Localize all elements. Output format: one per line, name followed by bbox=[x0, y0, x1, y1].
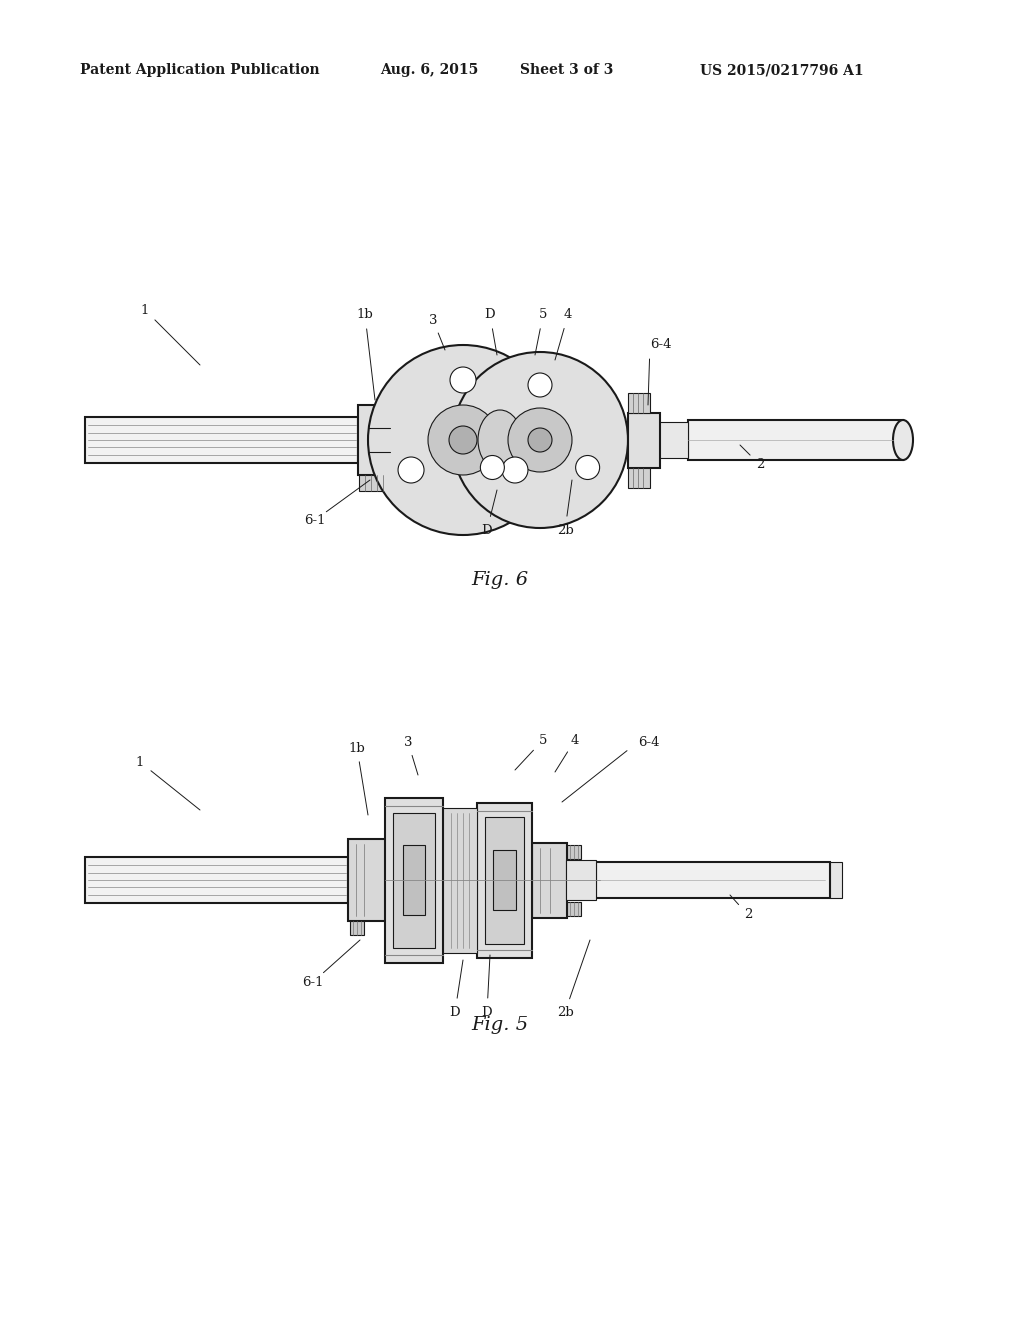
Bar bbox=[485, 817, 524, 944]
Ellipse shape bbox=[528, 374, 552, 397]
Bar bbox=[493, 850, 516, 909]
Text: 6-4: 6-4 bbox=[650, 338, 672, 351]
Text: 2: 2 bbox=[743, 908, 753, 921]
Bar bbox=[628, 412, 660, 467]
Ellipse shape bbox=[368, 345, 558, 535]
Bar bbox=[358, 405, 390, 475]
Ellipse shape bbox=[449, 426, 477, 454]
Bar bbox=[359, 475, 389, 491]
Text: 6-4: 6-4 bbox=[638, 735, 659, 748]
Bar bbox=[567, 902, 581, 916]
Ellipse shape bbox=[450, 367, 476, 393]
Bar bbox=[348, 840, 386, 921]
Text: Aug. 6, 2015: Aug. 6, 2015 bbox=[380, 63, 478, 77]
Ellipse shape bbox=[428, 405, 498, 475]
Text: US 2015/0217796 A1: US 2015/0217796 A1 bbox=[700, 63, 863, 77]
Bar bbox=[532, 842, 567, 917]
Text: 1b: 1b bbox=[348, 742, 366, 755]
Ellipse shape bbox=[502, 457, 528, 483]
Bar bbox=[393, 813, 435, 948]
Text: 5: 5 bbox=[539, 309, 547, 322]
Text: 2: 2 bbox=[756, 458, 764, 471]
Bar bbox=[830, 862, 842, 898]
Text: 6-1: 6-1 bbox=[302, 975, 324, 989]
Text: Fig. 6: Fig. 6 bbox=[471, 572, 528, 589]
Text: 4: 4 bbox=[570, 734, 580, 747]
Ellipse shape bbox=[478, 411, 522, 470]
Bar bbox=[477, 803, 532, 957]
Text: 4: 4 bbox=[564, 309, 572, 322]
Bar bbox=[443, 808, 477, 953]
Text: D: D bbox=[481, 1006, 493, 1019]
Bar bbox=[658, 422, 688, 458]
Text: 1: 1 bbox=[136, 755, 144, 768]
Bar bbox=[350, 921, 364, 935]
Text: Fig. 5: Fig. 5 bbox=[471, 1016, 528, 1034]
Ellipse shape bbox=[528, 428, 552, 451]
Ellipse shape bbox=[893, 420, 913, 459]
Ellipse shape bbox=[398, 457, 424, 483]
Bar bbox=[567, 845, 581, 858]
Bar bbox=[628, 392, 650, 412]
Ellipse shape bbox=[575, 455, 600, 479]
Text: 1b: 1b bbox=[356, 309, 374, 322]
Text: Patent Application Publication: Patent Application Publication bbox=[80, 63, 319, 77]
Text: D: D bbox=[481, 524, 493, 536]
Text: 5: 5 bbox=[539, 734, 547, 747]
Bar bbox=[688, 420, 903, 459]
Text: 6-1: 6-1 bbox=[304, 513, 326, 527]
Text: 3: 3 bbox=[429, 314, 437, 326]
Ellipse shape bbox=[508, 408, 572, 473]
Bar bbox=[566, 861, 596, 900]
Text: 2b: 2b bbox=[557, 524, 573, 536]
Bar bbox=[628, 467, 650, 487]
Text: 3: 3 bbox=[403, 735, 413, 748]
Ellipse shape bbox=[480, 455, 505, 479]
Bar bbox=[385, 797, 443, 962]
Text: 1: 1 bbox=[141, 304, 150, 317]
Bar bbox=[596, 862, 830, 898]
Ellipse shape bbox=[452, 352, 628, 528]
Bar bbox=[403, 845, 425, 915]
Text: D: D bbox=[450, 1006, 461, 1019]
Text: D: D bbox=[484, 309, 496, 322]
Bar bbox=[85, 857, 348, 903]
Text: Sheet 3 of 3: Sheet 3 of 3 bbox=[520, 63, 613, 77]
Bar bbox=[85, 417, 358, 463]
Text: 2b: 2b bbox=[557, 1006, 573, 1019]
